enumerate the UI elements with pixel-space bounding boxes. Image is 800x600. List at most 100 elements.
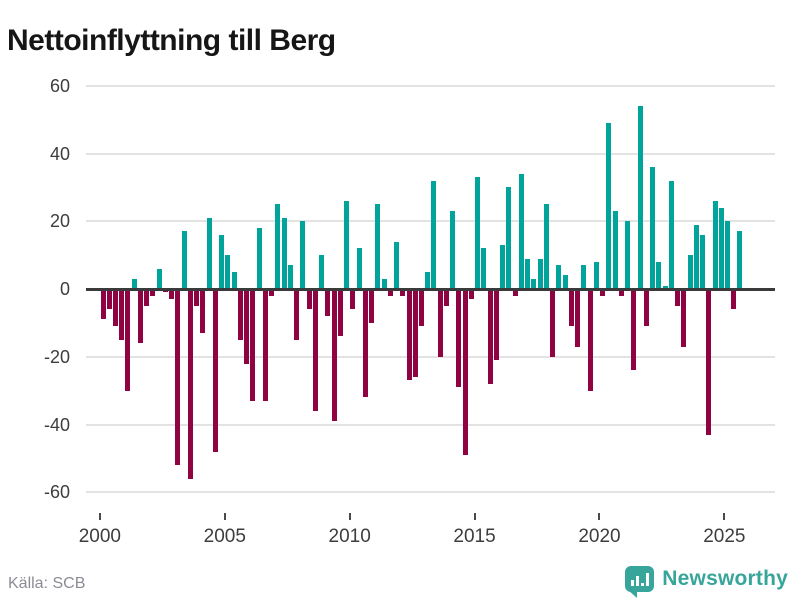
bar-2004-q2: [207, 217, 212, 289]
bar-2007-q4: [294, 289, 299, 340]
bar-2018-q3: [563, 275, 568, 289]
bar-2002-q1: [150, 289, 155, 296]
bar-2009-q2: [332, 289, 337, 422]
bar-2022-q4: [669, 180, 674, 289]
bar-2012-q4: [419, 289, 424, 327]
bar-2009-q1: [325, 289, 330, 317]
y-axis-label-40: 40: [49, 143, 70, 164]
bar-2018-q2: [556, 265, 561, 289]
bar-2001-q3: [138, 289, 143, 344]
bar-2017-q2: [531, 278, 536, 289]
bar-2023-q2: [681, 289, 686, 347]
bar-2014-q3: [463, 289, 468, 455]
bar-2015-q3: [488, 289, 493, 384]
gridline-y--40: [86, 423, 775, 426]
bar-2025-q3: [737, 231, 742, 289]
x-axis-label-2020: 2020: [578, 526, 621, 547]
bar-2023-q3: [688, 255, 693, 289]
y-axis-label--20: -20: [43, 346, 70, 367]
bar-2000-q2: [107, 289, 112, 310]
bar-2009-q3: [338, 289, 343, 337]
bar-2020-q4: [619, 289, 624, 296]
bar-2012-q3: [413, 289, 418, 378]
bar-2011-q3: [388, 289, 393, 296]
gridline-y--20: [86, 355, 775, 358]
bar-2022-q1: [650, 167, 655, 289]
bar-2017-q4: [544, 204, 549, 289]
bar-2023-q1: [675, 289, 680, 306]
bar-2014-q4: [469, 289, 474, 300]
bar-2010-q4: [369, 289, 374, 323]
bar-2013-q4: [444, 289, 449, 306]
bar-2013-q2: [431, 180, 436, 289]
bar-2024-q2: [706, 289, 711, 435]
x-axis-tick-2000: [98, 513, 101, 520]
bar-2006-q4: [269, 289, 274, 296]
bar-2016-q1: [500, 244, 505, 289]
bar-2016-q2: [506, 187, 511, 289]
bar-2003-q2: [182, 231, 187, 289]
bar-2010-q3: [363, 289, 368, 398]
bar-2017-q3: [538, 258, 543, 289]
newsworthy-logo[interactable]: Newsworthy: [625, 562, 788, 598]
bar-2003-q3: [188, 289, 193, 479]
x-axis-label-2005: 2005: [203, 526, 246, 547]
bar-2019-q3: [588, 289, 593, 391]
bar-2007-q3: [288, 265, 293, 289]
y-axis-label-20: 20: [49, 211, 70, 232]
bar-2022-q3: [663, 285, 668, 289]
bar-2001-q2: [132, 278, 137, 289]
brand-name: Newsworthy: [662, 567, 788, 590]
bar-2014-q2: [456, 289, 461, 388]
bar-2007-q2: [282, 217, 287, 289]
bar-2021-q4: [644, 289, 649, 327]
bar-2003-q1: [175, 289, 180, 466]
bar-2000-q3: [113, 289, 118, 327]
x-axis-label-2000: 2000: [78, 526, 122, 547]
bar-2016-q4: [519, 173, 524, 289]
bar-2002-q4: [169, 289, 174, 300]
gridline-y--60: [86, 491, 775, 494]
bar-2019-q4: [594, 261, 599, 289]
bar-2003-q4: [194, 289, 199, 306]
bar-2000-q1: [101, 289, 106, 320]
bar-2007-q1: [275, 204, 280, 289]
bar-2004-q1: [200, 289, 205, 334]
bar-2000-q4: [119, 289, 124, 340]
gridline-y-20: [86, 220, 775, 223]
bar-2005-q4: [244, 289, 249, 364]
bar-2005-q1: [225, 255, 230, 289]
y-axis-label-60: 60: [49, 75, 70, 96]
bar-2023-q4: [694, 224, 699, 289]
y-axis-label-0: 0: [59, 279, 70, 299]
bar-2024-q1: [700, 234, 705, 289]
bar-2010-q1: [350, 289, 355, 310]
gridline-y-60: [86, 84, 775, 87]
bar-2006-q3: [263, 289, 268, 401]
bar-2025-q1: [725, 221, 730, 289]
bar-2008-q4: [319, 255, 324, 289]
bar-2016-q3: [513, 289, 518, 296]
bar-2002-q3: [163, 289, 168, 293]
x-axis-tick-2025: [723, 513, 726, 520]
bar-2008-q1: [300, 221, 305, 289]
bar-2005-q3: [238, 289, 243, 340]
bar-2013-q1: [425, 272, 430, 289]
bar-2021-q1: [625, 221, 630, 289]
bar-chart-speech-bubble-icon: [625, 566, 655, 598]
bar-2013-q3: [438, 289, 443, 357]
bar-2009-q4: [344, 200, 349, 289]
bar-2021-q2: [631, 289, 636, 371]
bar-2022-q2: [656, 261, 661, 289]
bar-2025-q2: [731, 289, 736, 310]
bar-2014-q1: [450, 211, 455, 289]
source-label: Källa: SCB: [8, 575, 86, 592]
bar-2024-q4: [719, 207, 724, 289]
bar-2006-q2: [257, 228, 262, 289]
bar-2011-q2: [382, 278, 387, 289]
bar-2005-q2: [232, 272, 237, 289]
bar-2012-q2: [407, 289, 412, 381]
x-axis-tick-2010: [348, 513, 351, 520]
bar-2020-q1: [600, 289, 605, 296]
